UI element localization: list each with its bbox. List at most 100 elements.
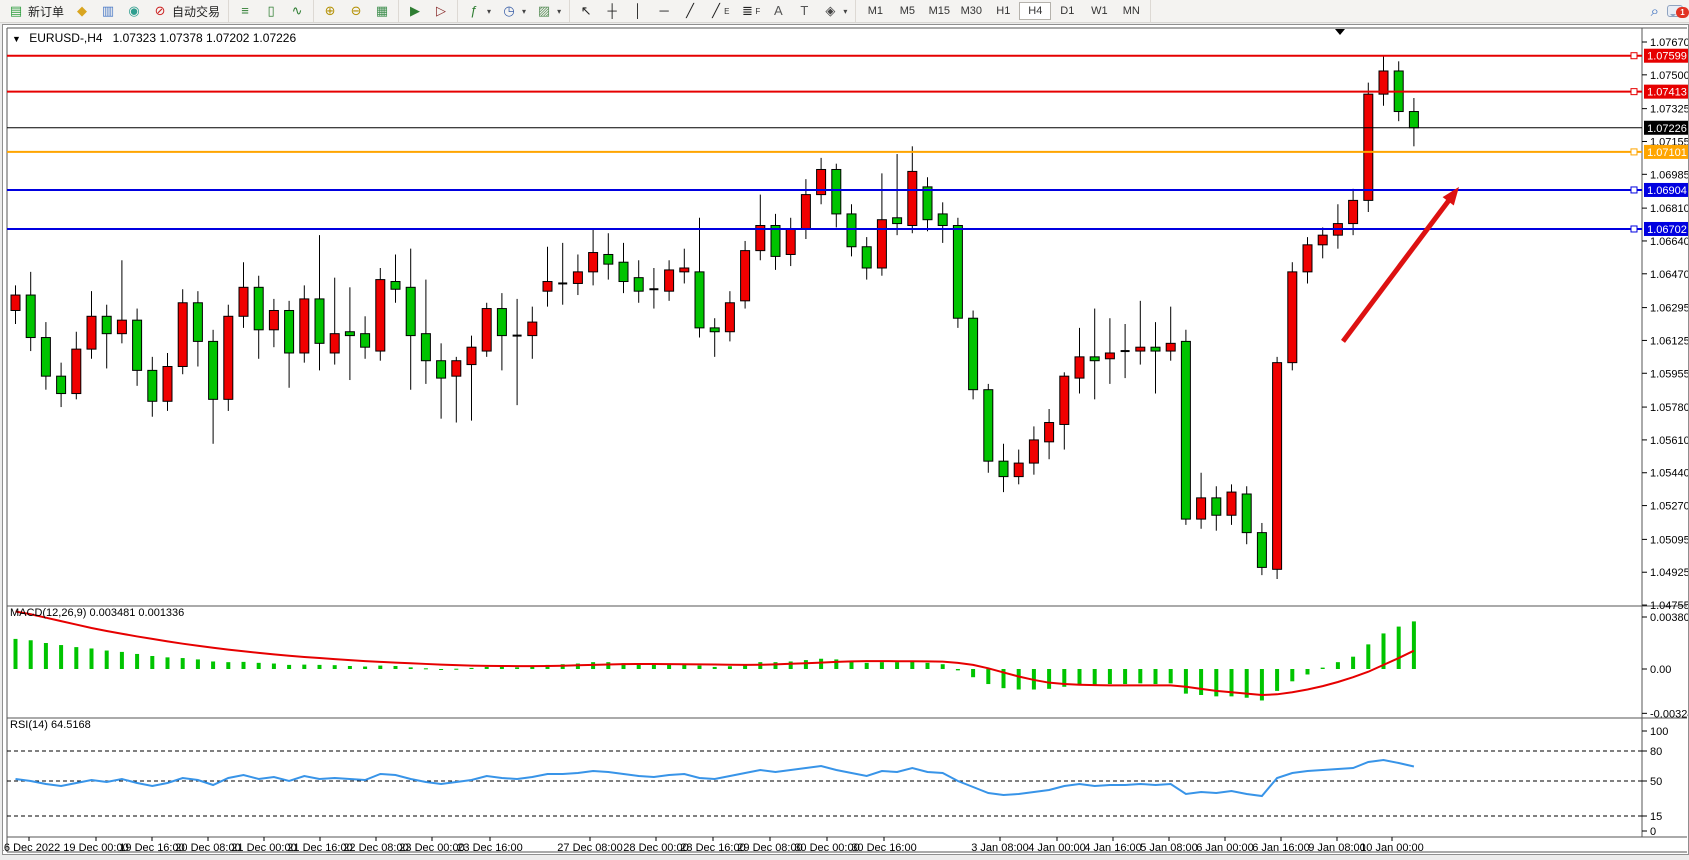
macd-histogram-bar [940, 664, 945, 669]
bar-chart-button[interactable]: ≡ [232, 1, 258, 21]
time-tick-label: 21 Dec 00:00 [231, 842, 296, 854]
chart-shift-button[interactable]: ▷ [428, 1, 454, 21]
search-icon[interactable]: ⌕ [1650, 2, 1659, 20]
candle-bear [1211, 497, 1222, 516]
trend-arrow-shaft[interactable] [1341, 193, 1455, 343]
macd-histogram-bar [1077, 669, 1082, 686]
text-label-tool-button[interactable]: T [791, 1, 817, 21]
candle-bull [268, 309, 279, 331]
price-axis[interactable]: 1.076701.075001.073251.071551.069851.068… [1642, 37, 1689, 612]
tile-windows-button[interactable]: ▦ [369, 1, 395, 21]
macd-histogram-bar [910, 661, 915, 669]
pivot-line-handle[interactable] [1630, 148, 1638, 156]
resistance-line-1[interactable]: 1.07599 [7, 48, 1689, 63]
chevron-down-icon[interactable]: ▼ [12, 34, 21, 44]
macd-histogram-bar [986, 669, 991, 685]
timeframe-button-H1[interactable]: H1 [996, 5, 1011, 17]
macd-histogram-bar [895, 662, 900, 669]
trendline-tool-button-icon: ╱ [686, 3, 694, 18]
support-line-1[interactable]: 1.06904 [7, 182, 1689, 197]
candle-bear [101, 315, 112, 335]
templates-menu-button-icon: ▨ [537, 3, 551, 18]
line-chart-button[interactable]: ∿ [284, 1, 310, 21]
arrows-tool-button[interactable]: ◈ ▾ [817, 1, 852, 21]
toolbar-right-cluster: ⌕ 1 [1650, 0, 1689, 22]
trendline-tool-button[interactable]: ╱ [677, 1, 703, 21]
text-tool-button[interactable]: A [765, 1, 791, 21]
text-label-tool-button-icon: T [800, 3, 809, 18]
crosshair-tool-button[interactable]: ┼ [599, 1, 625, 21]
dropdown-caret-icon: ▾ [487, 6, 492, 16]
zoom-in-button[interactable]: ⊕ [317, 1, 343, 21]
time-tick-label: 27 Dec 08:00 [557, 842, 622, 854]
timeframe-button-M1[interactable]: M1 [867, 5, 883, 17]
time-tick-label: 30 Dec 16:00 [851, 842, 916, 854]
macd-histogram-bar [773, 662, 778, 669]
auto-scroll-button[interactable]: ▶ [402, 1, 428, 21]
toolbar-group-timeframes: M1 M5 M15 M30 H1 H4 D1 W1 MN [856, 0, 1152, 22]
macd-histogram-bar [363, 666, 368, 669]
timeframe-button-M15[interactable]: M15 [928, 5, 951, 17]
vertical-line-tool-button[interactable]: │ [625, 1, 651, 21]
chart-window-button[interactable]: ▥ [95, 1, 121, 21]
macd-histogram-bar [317, 664, 322, 669]
macd-pane[interactable]: 0.003801 0.00 -0.003241 [13, 610, 1689, 721]
cursor-tool-button[interactable]: ↖ [573, 1, 599, 21]
resistance-line-2[interactable]: 1.07413 [7, 84, 1689, 99]
support-line-2-handle[interactable] [1630, 225, 1638, 233]
candle-bear [618, 261, 629, 283]
chat-icon[interactable]: 1 [1667, 5, 1689, 18]
candle-bull [572, 271, 583, 284]
macd-histogram-bar [484, 666, 489, 669]
sound-alert-button[interactable]: ◉ [121, 1, 147, 21]
timeframe-button-D1[interactable]: D1 [1060, 5, 1075, 17]
candle-bull [1059, 375, 1070, 425]
candle-bull [1317, 234, 1328, 246]
time-tick-label: 20 Dec 08:00 [175, 842, 240, 854]
candle-bull [1287, 271, 1298, 364]
timeframe-button-W1[interactable]: W1 [1091, 5, 1108, 17]
trend-arrow-head[interactable] [1442, 186, 1459, 206]
templates-menu-button[interactable]: ▨ ▾ [531, 1, 566, 21]
price-tick-label: 1.06640 [1650, 236, 1688, 248]
pivot-line[interactable]: 1.07101 [7, 144, 1689, 159]
resistance-line-1-handle[interactable] [1630, 52, 1638, 60]
candle-bull [1348, 199, 1359, 225]
macd-histogram-bar [682, 664, 687, 669]
periods-menu-button[interactable]: ◷ ▾ [496, 1, 531, 21]
zoom-out-button[interactable]: ⊖ [343, 1, 369, 21]
trend-arrow[interactable] [1341, 186, 1459, 343]
chart-window[interactable]: 1.07670 1.07500 1.07325 1.07155 1.06985 1.068… [0, 24, 1689, 855]
current-price-marker: 1.07226 [7, 120, 1689, 135]
timeframe-button-M5[interactable]: M5 [899, 5, 915, 17]
timeframe-button-M30[interactable]: M30 [960, 5, 983, 17]
time-tick-label: 23 Dec 16:00 [457, 842, 522, 854]
new-order-button[interactable]: ▤ 新订单 [3, 1, 69, 21]
candle-bull [907, 170, 918, 227]
candlestick-chart-button[interactable]: ▯ [258, 1, 284, 21]
candle-bull [1135, 346, 1146, 352]
rsi-pane[interactable]: 100 80 50 15 0 [7, 726, 1668, 838]
candle-bull [1074, 356, 1085, 379]
resistance-line-2-handle[interactable] [1630, 88, 1638, 96]
indicators-menu-button[interactable]: ƒ ▾ [461, 1, 496, 21]
modify-order-button[interactable]: ◆ [69, 1, 95, 21]
macd-histogram-bar [1290, 669, 1295, 682]
support-line-1-handle[interactable] [1630, 186, 1638, 194]
fibonacci-tool-button[interactable]: ≣ F [734, 1, 765, 21]
timeframe-button-H4[interactable]: H4 [1019, 2, 1052, 20]
candle-bull [1302, 244, 1313, 273]
timeframe-button-MN[interactable]: MN [1122, 5, 1140, 17]
support-line-2-price-tag-label: 1.06702 [1647, 224, 1687, 236]
support-line-2[interactable]: 1.06702 [7, 221, 1689, 236]
equidistant-channel-tool-button[interactable]: ╱ E [703, 1, 734, 21]
horizontal-line-tool-button[interactable]: ─ [651, 1, 677, 21]
autotrade-button[interactable]: ⊘ 自动交易 [147, 1, 225, 21]
chart-shift-marker-icon[interactable] [1335, 29, 1345, 35]
macd-histogram-bar [241, 661, 246, 669]
candle-bear [132, 319, 143, 371]
candle-bear [983, 389, 994, 462]
macd-histogram-bar [743, 664, 748, 669]
chart-surface[interactable]: 1.076701.075001.073251.071551.069851.068… [0, 25, 1689, 854]
